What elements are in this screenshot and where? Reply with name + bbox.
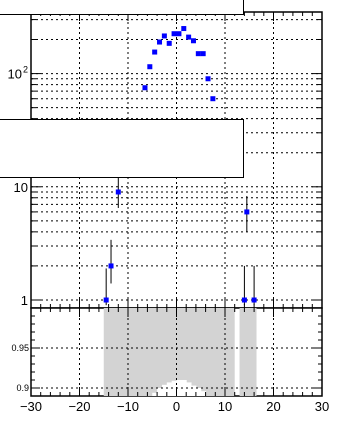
data-point: [186, 34, 192, 40]
main-y-tick-label: 1: [21, 293, 28, 308]
title-box: [0, 0, 244, 15]
main-y-tick-label: 10: [8, 67, 22, 82]
data-point: [161, 33, 167, 39]
data-point: [115, 189, 121, 195]
data-point: [103, 297, 109, 303]
data-point: [147, 64, 153, 70]
ratio-white-bin: [152, 392, 158, 396]
main-y-tick-label: 10: [14, 180, 28, 195]
data-point: [195, 51, 201, 57]
ratio-white-bin: [195, 388, 202, 396]
main-y-tick-exponent: 2: [23, 65, 28, 75]
data-point: [244, 209, 250, 215]
ratio-x-tick-label: 10: [218, 399, 232, 414]
ratio-white-bin: [157, 388, 163, 396]
main-data-series: [103, 26, 257, 306]
ratio-axes: −30 −20 −10 0 10 20 30 0.9 0.95: [11, 307, 329, 414]
ratio-bands: [103, 308, 257, 396]
ratio-white-bin: [191, 385, 197, 396]
data-point: [200, 51, 206, 57]
data-point: [157, 39, 163, 45]
ratio-x-tick-label: 20: [266, 399, 280, 414]
data-point: [142, 85, 148, 91]
data-point: [190, 38, 196, 44]
ratio-y-tick-label: 0.95: [11, 343, 29, 353]
ratio-white-bin: [161, 384, 168, 396]
data-point: [241, 297, 247, 303]
data-point: [210, 96, 216, 102]
ratio-white-bin: [171, 380, 177, 396]
data-point: [205, 76, 211, 82]
ratio-x-tick-label: −20: [68, 399, 90, 414]
ratio-white-bin: [166, 382, 173, 396]
ratio-white-bin: [181, 380, 187, 396]
ratio-x-tick-label: 30: [315, 399, 329, 414]
legend-box: [0, 119, 244, 178]
ratio-x-tick-label: −30: [20, 399, 42, 414]
data-point: [171, 31, 177, 37]
ratio-band: [239, 308, 257, 396]
data-point: [176, 31, 182, 37]
ratio-white-bin: [186, 382, 192, 396]
ratio-band: [103, 308, 235, 396]
data-point: [152, 49, 158, 55]
data-point: [251, 297, 257, 303]
data-point: [166, 40, 172, 46]
ratio-x-tick-label: 0: [173, 399, 180, 414]
ratio-x-tick-label: −10: [117, 399, 139, 414]
ratio-panel: −30 −20 −10 0 10 20 30 0.9 0.95: [11, 307, 329, 414]
ratio-white-bin: [200, 391, 207, 396]
ratio-white-bin: [176, 380, 182, 396]
data-point: [108, 263, 114, 269]
data-point: [181, 26, 187, 32]
ratio-y-tick-label: 0.9: [16, 383, 29, 393]
